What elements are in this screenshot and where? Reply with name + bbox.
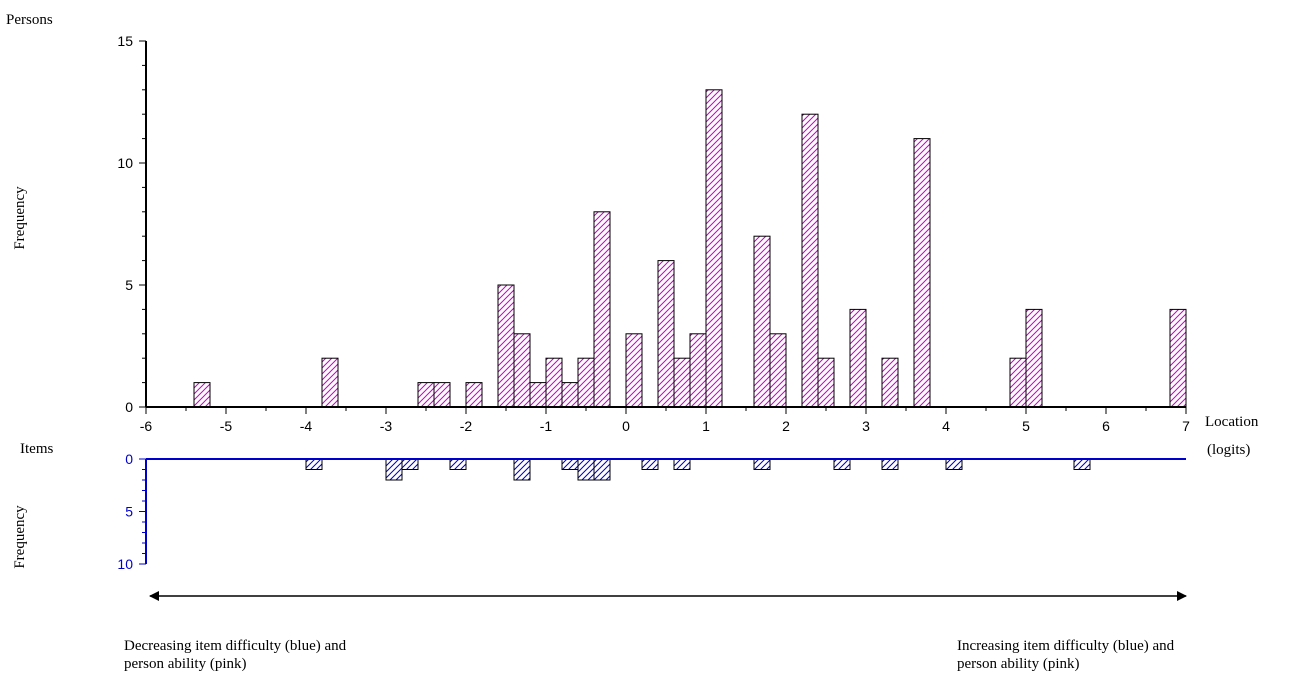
persons-bar xyxy=(561,382,579,408)
x-tick-label: 2 xyxy=(782,418,790,434)
right-caption: Increasing item difficulty (blue) and pe… xyxy=(957,637,1174,673)
x-axis-label-line2: (logits) xyxy=(1207,442,1250,458)
x-tick-label: 7 xyxy=(1182,418,1190,434)
items-bar xyxy=(513,458,531,481)
x-tick-label: 5 xyxy=(1022,418,1030,434)
persons-y-tick-label: 0 xyxy=(125,399,133,415)
x-axis-label-line1: Location xyxy=(1205,414,1259,430)
persons-bar xyxy=(465,382,483,408)
items-bar xyxy=(385,458,403,481)
x-tick-label: 6 xyxy=(1102,418,1110,434)
persons-bar xyxy=(689,333,707,408)
items-y-axis-label: Frequency xyxy=(12,505,28,569)
persons-y-tick-label: 15 xyxy=(117,33,133,49)
x-tick-label: -3 xyxy=(380,418,393,434)
x-tick-label: -6 xyxy=(140,418,153,434)
right-caption-line2: person ability (pink) xyxy=(957,656,1080,672)
persons-bar xyxy=(625,333,643,408)
persons-bar xyxy=(417,382,435,408)
persons-y-tick-label: 10 xyxy=(117,155,133,171)
persons-bar xyxy=(1169,308,1187,408)
persons-bar xyxy=(193,382,211,408)
persons-bar xyxy=(673,357,691,408)
items-bars xyxy=(305,458,1091,481)
persons-bar xyxy=(705,89,723,408)
persons-bars xyxy=(193,89,1187,408)
persons-bar xyxy=(1009,357,1027,408)
persons-y-ticks: 0 5 10 15 xyxy=(117,33,146,415)
left-caption: Decreasing item difficulty (blue) and pe… xyxy=(124,637,346,673)
items-y-tick-label: 5 xyxy=(125,504,133,520)
x-tick-label: 1 xyxy=(702,418,710,434)
persons-bar xyxy=(433,382,451,408)
items-bar xyxy=(833,458,851,470)
persons-bar xyxy=(801,113,819,408)
items-panel-label: Items xyxy=(20,441,53,457)
persons-bar xyxy=(513,333,531,408)
x-tick-label: -5 xyxy=(220,418,233,434)
persons-bar xyxy=(913,138,931,408)
items-bar xyxy=(753,458,771,470)
persons-bar xyxy=(497,284,515,408)
persons-bar xyxy=(817,357,835,408)
items-bar xyxy=(561,458,579,470)
persons-bar xyxy=(753,235,771,408)
persons-bar xyxy=(769,333,787,408)
x-axis-ticks: -6 -5 -4 -3 -2 -1 0 1 2 3 4 5 6 7 xyxy=(140,407,1190,434)
right-caption-line1: Increasing item difficulty (blue) and xyxy=(957,638,1175,654)
items-bar xyxy=(945,458,963,470)
x-tick-label: -4 xyxy=(300,418,313,434)
x-tick-label: -1 xyxy=(540,418,553,434)
items-y-tick-label: 0 xyxy=(125,451,133,467)
persons-bar xyxy=(881,357,899,408)
items-bar xyxy=(401,458,419,470)
persons-panel-label: Persons xyxy=(6,12,53,28)
left-caption-line1: Decreasing item difficulty (blue) and xyxy=(124,638,347,654)
x-tick-label: 0 xyxy=(622,418,630,434)
persons-bar xyxy=(1025,308,1043,408)
items-bar xyxy=(881,458,899,470)
items-bar xyxy=(577,458,595,481)
items-y-ticks: 0 5 10 xyxy=(117,451,146,572)
x-tick-label: 4 xyxy=(942,418,950,434)
x-tick-label: -2 xyxy=(460,418,473,434)
items-bar xyxy=(1073,458,1091,470)
persons-bar xyxy=(593,211,611,408)
items-bar xyxy=(673,458,691,470)
persons-bar xyxy=(529,382,547,408)
items-bar xyxy=(449,458,467,470)
left-caption-line2: person ability (pink) xyxy=(124,656,247,672)
items-bar xyxy=(641,458,659,470)
items-y-tick-label: 10 xyxy=(117,556,133,572)
persons-bar xyxy=(321,357,339,408)
persons-bar xyxy=(577,357,595,408)
persons-bar xyxy=(657,260,675,408)
items-bar xyxy=(593,458,611,481)
items-bar xyxy=(305,458,323,470)
persons-y-tick-label: 5 xyxy=(125,277,133,293)
persons-y-axis-label: Frequency xyxy=(12,186,28,250)
persons-bar xyxy=(849,308,867,408)
x-tick-label: 3 xyxy=(862,418,870,434)
persons-bar xyxy=(545,357,563,408)
